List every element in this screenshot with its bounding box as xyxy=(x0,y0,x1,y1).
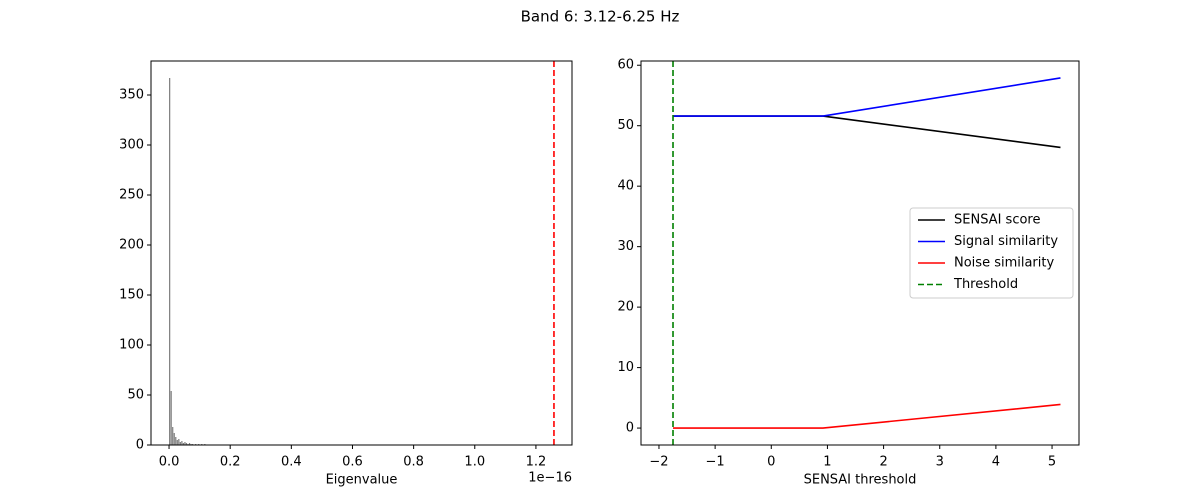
bar xyxy=(182,443,185,445)
x-tick-label: 1.0 xyxy=(464,455,485,470)
x-axis-label: SENSAI threshold xyxy=(804,473,917,488)
x-tick-label: 3 xyxy=(936,455,944,470)
legend-label: Signal similarity xyxy=(954,234,1058,249)
bar xyxy=(173,433,175,445)
bar xyxy=(178,439,180,445)
line-series xyxy=(673,77,1061,117)
y-tick-label: 60 xyxy=(617,58,634,73)
legend-label: Threshold xyxy=(953,277,1018,292)
x-tick-label: 2 xyxy=(879,455,887,470)
bar xyxy=(185,443,188,445)
line-series xyxy=(673,115,1061,149)
legend-box xyxy=(909,207,1074,299)
bar xyxy=(179,442,181,445)
x-tick-label: 0.2 xyxy=(220,455,241,470)
x-tick-label: 0.4 xyxy=(281,455,302,470)
bar xyxy=(175,437,177,445)
x-axis-label: Eigenvalue xyxy=(326,473,398,488)
x-tick-label: 0 xyxy=(767,455,775,470)
bar xyxy=(172,427,174,445)
x-tick-label: 0.0 xyxy=(159,455,180,470)
y-tick-label: 0 xyxy=(136,438,144,453)
y-tick-label: 100 xyxy=(119,338,144,353)
x-tick-label: 1.2 xyxy=(526,455,547,470)
legend-label: SENSAI score xyxy=(954,213,1040,228)
x-tick-label: 0.8 xyxy=(403,455,424,470)
y-tick-label: 50 xyxy=(127,388,144,403)
y-tick-label: 40 xyxy=(617,179,634,194)
y-tick-label: 20 xyxy=(617,300,634,315)
figure-title: Band 6: 3.12-6.25 Hz xyxy=(521,8,680,26)
bar xyxy=(184,442,186,445)
x-tick-label: 4 xyxy=(992,455,1000,470)
y-tick-label: 200 xyxy=(119,238,144,253)
y-tick-label: 10 xyxy=(617,360,634,375)
x-tick-label: −1 xyxy=(706,455,725,470)
x-tick-label: −2 xyxy=(649,455,668,470)
bar xyxy=(169,78,171,445)
bar xyxy=(188,443,191,445)
bar xyxy=(176,440,178,445)
bar xyxy=(170,391,172,445)
y-tick-label: 30 xyxy=(617,239,634,254)
x-tick-label: 1 xyxy=(823,455,831,470)
axes-frame xyxy=(640,60,1080,446)
legend-label: Noise similarity xyxy=(954,256,1054,271)
y-tick-label: 350 xyxy=(119,88,144,103)
y-tick-label: 150 xyxy=(119,288,144,303)
x-offset-label: 1e−16 xyxy=(528,471,572,486)
y-tick-label: 250 xyxy=(119,188,144,203)
x-tick-label: 0.6 xyxy=(342,455,363,470)
y-tick-label: 50 xyxy=(617,118,634,133)
y-tick-label: 0 xyxy=(626,421,634,436)
bar xyxy=(181,441,183,445)
y-tick-label: 300 xyxy=(119,138,144,153)
axes-frame xyxy=(150,60,573,446)
x-tick-label: 5 xyxy=(1048,455,1056,470)
line-series xyxy=(673,403,1061,429)
